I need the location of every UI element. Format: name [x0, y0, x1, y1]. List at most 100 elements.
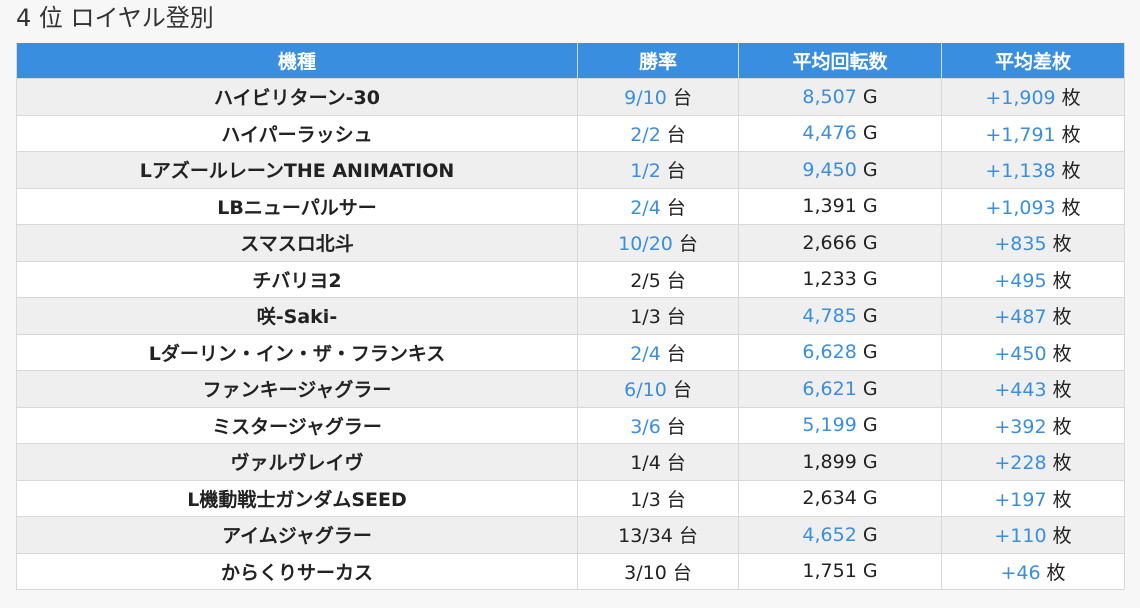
- avg-spins-value[interactable]: 4,476: [802, 122, 857, 145]
- win-rate-value[interactable]: 10/20: [618, 233, 673, 256]
- avg-diff-unit: 枚: [1052, 379, 1072, 402]
- win-rate-value: 1/3: [630, 306, 661, 329]
- avg-diff-value[interactable]: +228: [994, 452, 1047, 475]
- win-rate-value[interactable]: 1/2: [630, 160, 661, 183]
- table-row[interactable]: ファンキージャグラー 6/10 台 6,621 G +443 枚: [16, 370, 1125, 408]
- column-header-model[interactable]: 機種: [16, 43, 578, 79]
- table-row[interactable]: チバリヨ2 2/5 台 1,233 G +495 枚: [16, 260, 1125, 298]
- avg-diff-value[interactable]: +392: [994, 415, 1047, 438]
- avg-diff-cell: +392 枚: [941, 406, 1125, 444]
- win-rate-cell: 1/4 台: [577, 443, 739, 481]
- win-rate-value[interactable]: 2/2: [630, 123, 661, 146]
- avg-diff-unit: 枚: [1052, 488, 1072, 511]
- avg-diff-value[interactable]: +443: [994, 379, 1047, 402]
- avg-spins-value[interactable]: 9,450: [802, 158, 857, 181]
- avg-diff-cell: +46 枚: [941, 552, 1125, 590]
- model-name-cell[interactable]: LBニューパルサー: [16, 187, 578, 225]
- avg-spins-value[interactable]: 6,621: [802, 377, 857, 400]
- avg-diff-unit: 枚: [1061, 123, 1081, 146]
- avg-spins-cell: 1,233 G: [738, 260, 942, 298]
- avg-spins-unit: G: [862, 341, 878, 364]
- avg-spins-cell: 4,476 G: [738, 114, 942, 152]
- avg-diff-value[interactable]: +495: [994, 269, 1047, 292]
- avg-diff-value[interactable]: +110: [994, 525, 1047, 548]
- win-rate-cell: 1/2 台: [577, 151, 739, 189]
- table-row[interactable]: スマスロ北斗 10/20 台 2,666 G +835 枚: [16, 224, 1125, 262]
- avg-spins-value[interactable]: 4,652: [802, 523, 857, 546]
- avg-spins-cell: 2,666 G: [738, 224, 942, 262]
- model-name-cell[interactable]: ハイビリターン-30: [16, 78, 578, 116]
- table-row[interactable]: Lダーリン・イン・ザ・フランキス 2/4 台 6,628 G +450 枚: [16, 333, 1125, 371]
- avg-spins-unit: G: [862, 195, 878, 218]
- table-row[interactable]: 咲-Saki- 1/3 台 4,785 G +487 枚: [16, 297, 1125, 335]
- avg-diff-value[interactable]: +46: [1000, 561, 1041, 584]
- win-rate-value[interactable]: 2/4: [630, 196, 661, 219]
- model-name-cell[interactable]: ハイパーラッシュ: [16, 114, 578, 152]
- model-name-cell[interactable]: L機動戦士ガンダムSEED: [16, 479, 578, 517]
- avg-diff-cell: +197 枚: [941, 479, 1125, 517]
- win-rate-cell: 3/6 台: [577, 406, 739, 444]
- table-row[interactable]: ハイパーラッシュ 2/2 台 4,476 G +1,791 枚: [16, 114, 1125, 152]
- model-name-cell[interactable]: スマスロ北斗: [16, 224, 578, 262]
- column-header-avg-diff[interactable]: 平均差枚: [941, 43, 1125, 79]
- win-rate-value: 1/4: [630, 452, 661, 475]
- avg-spins-cell: 4,652 G: [738, 516, 942, 554]
- model-name-cell[interactable]: LアズールレーンTHE ANIMATION: [16, 151, 578, 189]
- model-name-cell[interactable]: 咲-Saki-: [16, 297, 578, 335]
- avg-spins-value[interactable]: 5,199: [802, 414, 857, 437]
- avg-spins-unit: G: [862, 523, 878, 546]
- avg-spins-value: 2,634: [802, 487, 857, 510]
- avg-diff-cell: +835 枚: [941, 224, 1125, 262]
- header-row: 機種 勝率 平均回転数 平均差枚: [16, 43, 1125, 79]
- avg-spins-value[interactable]: 6,628: [802, 341, 857, 364]
- avg-spins-value[interactable]: 4,785: [802, 304, 857, 327]
- avg-spins-unit: G: [862, 268, 878, 291]
- table-row[interactable]: L機動戦士ガンダムSEED 1/3 台 2,634 G +197 枚: [16, 479, 1125, 517]
- model-name-cell[interactable]: チバリヨ2: [16, 260, 578, 298]
- win-rate-value: 3/10: [624, 561, 667, 584]
- model-name-cell[interactable]: ミスタージャグラー: [16, 406, 578, 444]
- table-row[interactable]: ヴァルヴレイヴ 1/4 台 1,899 G +228 枚: [16, 443, 1125, 481]
- win-rate-cell: 13/34 台: [577, 516, 739, 554]
- win-rate-unit: 台: [666, 269, 686, 292]
- win-rate-cell: 2/4 台: [577, 187, 739, 225]
- win-rate-cell: 10/20 台: [577, 224, 739, 262]
- avg-spins-value: 1,751: [802, 560, 857, 583]
- avg-diff-value[interactable]: +450: [994, 342, 1047, 365]
- model-name-cell[interactable]: ヴァルヴレイヴ: [16, 443, 578, 481]
- table-row[interactable]: アイムジャグラー 13/34 台 4,652 G +110 枚: [16, 516, 1125, 554]
- avg-diff-unit: 枚: [1061, 87, 1081, 110]
- win-rate-cell: 6/10 台: [577, 370, 739, 408]
- avg-diff-value[interactable]: +835: [994, 233, 1047, 256]
- model-name-cell[interactable]: からくりサーカス: [16, 552, 578, 590]
- avg-diff-value[interactable]: +1,909: [985, 87, 1056, 110]
- table-row[interactable]: LBニューパルサー 2/4 台 1,391 G +1,093 枚: [16, 187, 1125, 225]
- win-rate-value: 13/34: [618, 525, 673, 548]
- avg-diff-value[interactable]: +1,791: [985, 123, 1056, 146]
- avg-spins-unit: G: [862, 377, 878, 400]
- model-name-cell[interactable]: アイムジャグラー: [16, 516, 578, 554]
- model-name-cell[interactable]: Lダーリン・イン・ザ・フランキス: [16, 333, 578, 371]
- avg-diff-value[interactable]: +1,138: [985, 160, 1056, 183]
- avg-spins-unit: G: [862, 414, 878, 437]
- avg-spins-value[interactable]: 8,507: [802, 85, 857, 108]
- avg-diff-unit: 枚: [1052, 306, 1072, 329]
- table-row[interactable]: LアズールレーンTHE ANIMATION 1/2 台 9,450 G +1,138 枚: [16, 151, 1125, 189]
- avg-diff-value[interactable]: +1,093: [985, 196, 1056, 219]
- table-row[interactable]: ハイビリターン-30 9/10 台 8,507 G +1,909 枚: [16, 78, 1125, 116]
- win-rate-cell: 9/10 台: [577, 78, 739, 116]
- win-rate-value[interactable]: 6/10: [624, 379, 667, 402]
- win-rate-value[interactable]: 9/10: [624, 87, 667, 110]
- model-name-cell[interactable]: ファンキージャグラー: [16, 370, 578, 408]
- win-rate-value[interactable]: 2/4: [630, 342, 661, 365]
- table-row[interactable]: ミスタージャグラー 3/6 台 5,199 G +392 枚: [16, 406, 1125, 444]
- avg-spins-cell: 4,785 G: [738, 297, 942, 335]
- column-header-avg-spins[interactable]: 平均回転数: [738, 43, 942, 79]
- avg-diff-cell: +228 枚: [941, 443, 1125, 481]
- avg-diff-value[interactable]: +197: [994, 488, 1047, 511]
- table-row[interactable]: からくりサーカス 3/10 台 1,751 G +46 枚: [16, 552, 1125, 590]
- avg-diff-unit: 枚: [1061, 196, 1081, 219]
- avg-diff-value[interactable]: +487: [994, 306, 1047, 329]
- column-header-win-rate[interactable]: 勝率: [577, 43, 739, 79]
- win-rate-value[interactable]: 3/6: [630, 415, 661, 438]
